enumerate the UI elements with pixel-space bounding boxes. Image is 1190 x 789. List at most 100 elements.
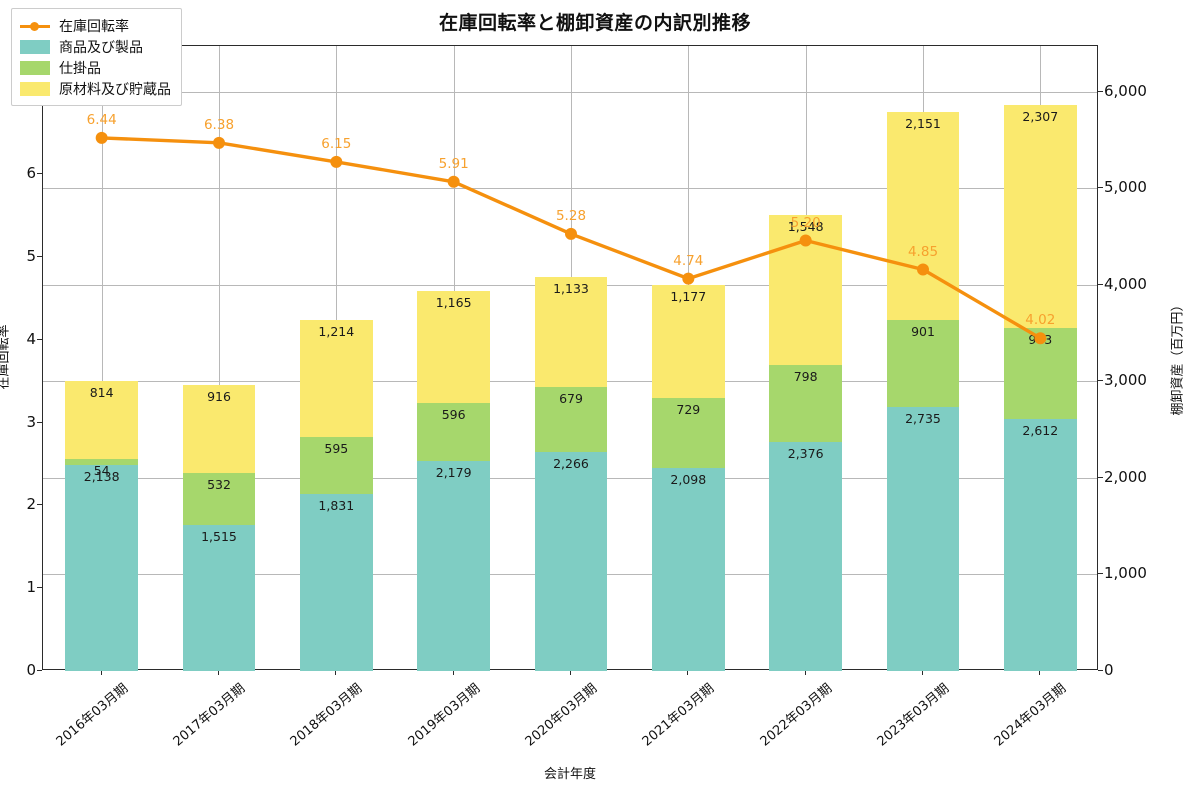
bar-data-label: 943 [1028,331,1053,347]
bar-data-label: 1,165 [435,294,472,310]
bar-segment[interactable] [299,494,373,671]
y-axis-right-tick-label: 3,000 [1104,371,1147,390]
x-axis-title: 会計年度 [543,767,596,782]
bar-data-label: 2,612 [1022,422,1059,438]
bar-segment[interactable] [65,464,139,671]
y-axis-right-tick-label: 4,000 [1104,274,1147,293]
y-axis-left-tick-mark [37,670,42,671]
y-axis-right-tick-mark [1098,573,1103,575]
y-axis-right-tick-mark [1098,476,1103,478]
bar-data-label: 1,177 [670,288,707,304]
y-axis-left-tick-mark [37,173,42,175]
bar-segment[interactable] [534,452,608,671]
legend-label-1: 商品及び製品 [59,39,143,56]
chart-title: 在庫回転率と棚卸資産の内訳別推移 [438,12,751,34]
bar-data-label: 2,376 [787,445,824,461]
y-axis-left-tick-label: 6 [26,164,36,183]
bar-data-label: 2,266 [553,456,589,472]
y-axis-left-tick-label: 5 [26,247,36,266]
bar-segment[interactable] [299,436,373,495]
line-data-label: 5.28 [555,207,587,224]
bar-data-label: 2,151 [905,116,941,132]
bar-data-label: 2,179 [435,464,472,480]
y-axis-left-tick-mark [37,338,42,340]
y-axis-left-tick-label: 4 [26,329,36,348]
bar-segment[interactable] [182,473,256,525]
y-axis-right-tick-mark [1098,90,1103,92]
legend-item-line[interactable]: 在庫回転率 [20,15,171,36]
bar-data-label: 2,735 [905,411,941,426]
color-swatch-green-icon [20,60,50,75]
x-axis-tick-label: 2020年03月期 [522,681,601,750]
bar-segment[interactable] [1003,418,1077,671]
bar-data-label: 1,515 [201,528,237,544]
bar-segment[interactable] [417,460,491,671]
x-axis-tick-label: 2022年03月期 [757,681,835,750]
bar-data-label: 2,098 [670,472,707,488]
y-axis-right-tick-label: 2,000 [1104,467,1147,486]
color-swatch-teal-icon [20,39,50,54]
x-axis-tick-label: 2018年03月期 [287,681,366,750]
bar-segment[interactable] [182,384,256,474]
bar-segment[interactable] [769,215,843,365]
y-axis-right-tick-label: 5,000 [1104,178,1147,197]
bar-segment[interactable] [182,524,256,671]
chart-legend[interactable]: 在庫回転率 商品及び製品 仕掛品 原材料及び貯蔵品 [11,8,182,106]
gridline-horizontal [43,91,1097,93]
x-axis-tick-label: 2024年03月期 [991,681,1070,750]
bar-segment[interactable] [65,380,139,460]
plot-area: 2,138 54 814 1,515 532 916 1,831 595 1,214 2,179 5… [42,45,1098,671]
y-axis-right-tick-mark [1098,283,1103,285]
bar-data-label: 596 [441,407,466,423]
bar-data-label: 54 [93,463,110,479]
bar-data-label: 1,831 [318,498,355,514]
y-axis-left-tick-mark [37,256,42,258]
x-axis-tick-label: 2017年03月期 [170,681,249,750]
x-axis-tick-label: 2019年03月期 [405,681,483,750]
bar-data-label: 814 [89,384,114,400]
y-axis-left-tick-mark [37,587,42,589]
y-axis-right-title: 棚卸資産（百万円） [1170,298,1186,416]
bar-data-label: 1,214 [318,323,355,339]
bar-data-label: 916 [207,388,231,404]
bar-segment[interactable] [769,364,843,442]
color-swatch-yellow-icon [20,81,50,96]
line-data-label: 4.85 [907,243,939,260]
x-axis-tick-mark [687,670,689,675]
bar-segment[interactable] [886,112,960,321]
y-axis-left-tick-mark [37,504,42,506]
bar-segment[interactable] [1003,105,1077,328]
bar-segment[interactable] [651,468,725,671]
x-axis-tick-mark [804,670,806,675]
bar-segment[interactable] [886,407,960,671]
bar-segment[interactable] [534,386,608,453]
x-axis-tick-mark [335,670,337,675]
line-data-label: 4.02 [1025,312,1056,329]
bar-data-label: 595 [324,440,349,456]
y-axis-right-tick-mark [1098,187,1103,189]
x-axis-tick-label: 2021年03月期 [639,681,718,750]
line-data-label: 6.44 [86,111,117,128]
bar-data-label: 1,133 [553,281,589,297]
legend-item-raw[interactable]: 原材料及び貯蔵品 [20,78,171,99]
line-data-label: 6.15 [321,135,352,152]
x-axis-tick-mark [100,670,102,675]
bar-segment[interactable] [65,459,139,465]
x-axis-tick-label: 2016年03月期 [53,681,131,750]
y-axis-right-tick-mark [1098,380,1103,382]
y-axis-right-tick-label: 1,000 [1104,564,1147,583]
bar-data-label: 901 [911,324,935,340]
bar-segment[interactable] [769,441,843,671]
bar-segment[interactable] [651,398,725,469]
legend-item-wip[interactable]: 仕掛品 [20,57,171,78]
gridline-vertical [219,46,220,669]
y-axis-left-tick-label: 2 [26,495,36,514]
legend-item-merchandise[interactable]: 商品及び製品 [20,36,171,57]
y-axis-right-tick-label: 6,000 [1104,81,1147,100]
y-axis-left-tick-label: 3 [26,412,36,431]
legend-label-2: 仕掛品 [59,60,101,77]
bar-segment[interactable] [417,403,491,461]
bar-data-label: 798 [793,368,818,384]
y-axis-left-tick-label: 0 [26,661,36,679]
